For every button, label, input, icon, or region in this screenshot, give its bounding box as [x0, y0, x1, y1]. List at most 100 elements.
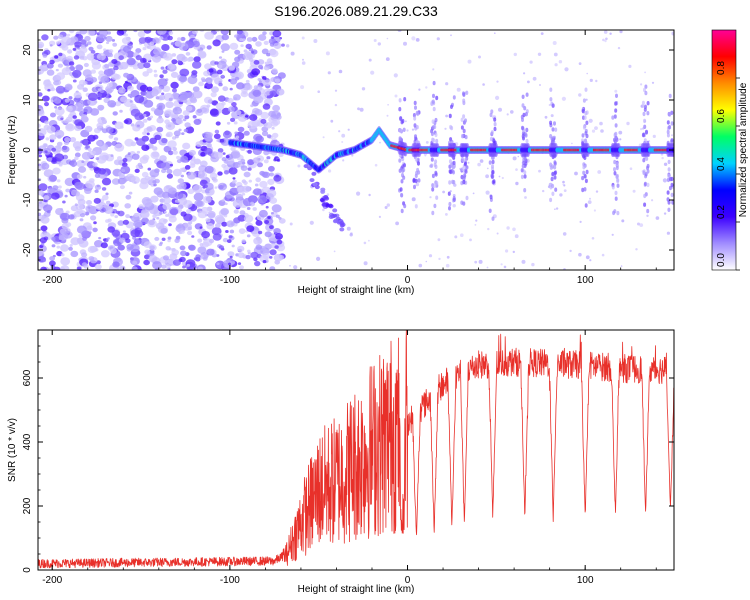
heatmap-noise-cell [216, 139, 220, 142]
heatmap-noise-cell [138, 204, 145, 210]
heatmap-noise-cell [61, 120, 65, 124]
heatmap-null-spread [521, 164, 525, 169]
heatmap-null-spread [522, 112, 526, 118]
heatmap-noise-cell [181, 132, 185, 136]
heatmap-noise-cell [56, 72, 66, 80]
heatmap-noise-cell [232, 177, 236, 180]
heatmap-noise-cell [245, 50, 250, 55]
heatmap-noise-cell [178, 110, 182, 114]
heatmap-noise-cell [119, 185, 125, 190]
heatmap-null-spread [523, 106, 527, 111]
heatmap-null-spread [613, 171, 617, 176]
heatmap-null-spread [415, 125, 419, 130]
heatmap-noise-cell [505, 249, 509, 253]
heatmap-noise-cell [212, 233, 222, 241]
heatmap-noise-cell [289, 222, 293, 226]
heatmap-noise-cell [209, 190, 213, 194]
heatmap-noise-cell [171, 59, 178, 65]
heatmap-noise-cell [157, 78, 168, 87]
heatmap-noise-cell [425, 141, 429, 144]
heatmap-noise-cell [142, 154, 150, 161]
heatmap-noise-cell [126, 57, 136, 66]
heatmap-noise-cell [267, 216, 271, 219]
heatmap-null-spread [613, 114, 617, 119]
heatmap-noise-cell [591, 237, 595, 240]
heatmap-noise-cell [79, 212, 86, 218]
heatmap-noise-cell [65, 123, 75, 132]
heatmap-noise-cell [232, 199, 243, 208]
heatmap-noise-cell [454, 235, 458, 239]
heatmap-null-spread [614, 101, 618, 106]
heatmap-noise-cell [147, 219, 157, 228]
heatmap-noise-cell [192, 184, 203, 194]
heatmap-noise-cell [51, 147, 57, 152]
heatmap-noise-cell [639, 223, 644, 228]
heatmap-null-spread [642, 158, 646, 163]
heatmap-noise-cell [94, 240, 103, 248]
heatmap-noise-cell [273, 228, 281, 235]
heatmap-noise-cell [182, 265, 186, 269]
heatmap-noise-cell [161, 237, 166, 241]
heatmap-noise-cell [517, 155, 520, 158]
heatmap-noise-cell [328, 211, 331, 214]
heatmap-noise-cell [221, 34, 229, 41]
heatmap-noise-cell [233, 217, 241, 224]
heatmap-null-spread [521, 134, 525, 139]
heatmap-noise-cell [179, 91, 190, 101]
heatmap-noise-cell [168, 223, 172, 227]
heatmap-noise-cell [495, 95, 500, 100]
heatmap-noise-cell [239, 38, 244, 42]
heatmap-noise-cell [74, 203, 78, 206]
heatmap-noise-cell [330, 119, 334, 123]
heatmap-noise-cell [97, 93, 103, 98]
heatmap-noise-cell [559, 193, 563, 197]
heatmap-noise-cell [159, 211, 163, 215]
heatmap-noise-cell [162, 69, 168, 74]
heatmap-noise-cell [251, 36, 258, 42]
heatmap-noise-cell [116, 30, 125, 36]
heatmap-noise-cell [220, 208, 229, 216]
heatmap-noise-cell [139, 84, 148, 92]
heatmap-noise-cell [197, 238, 203, 243]
heatmap-noise-cell [187, 58, 192, 62]
heatmap-noise-cell [172, 168, 182, 177]
heatmap-noise-cell [217, 171, 223, 176]
heatmap-noise-cell [250, 104, 254, 108]
heatmap-noise-cell [233, 97, 238, 101]
heatmap-noise-cell [222, 86, 229, 92]
heatmap-noise-cell [156, 117, 164, 124]
heatmap-noise-cell [554, 63, 558, 67]
heatmap-noise-cell [47, 187, 55, 194]
heatmap-noise-cell [144, 36, 153, 44]
heatmap-noise-cell [257, 162, 263, 168]
heatmap-noise-cell [168, 215, 177, 223]
heatmap-noise-cell [129, 100, 133, 103]
heatmap-noise-cell [238, 228, 246, 235]
heatmap-noise-cell [231, 180, 236, 184]
heatmap-noise-cell [45, 137, 50, 141]
heatmap-noise-cell [438, 257, 441, 261]
heatmap-noise-cell [394, 94, 398, 98]
heatmap-null-spread [413, 184, 416, 190]
heatmap-noise-cell [114, 101, 122, 107]
heatmap-noise-cell [124, 33, 128, 37]
heatmap-noise-cell [512, 156, 517, 161]
heatmap-noise-cell [165, 133, 171, 138]
heatmap-noise-cell [313, 39, 318, 43]
heatmap-noise-cell [216, 262, 220, 266]
heatmap-noise-cell [200, 77, 206, 81]
heatmap-noise-cell [202, 256, 208, 261]
heatmap-noise-cell [233, 121, 238, 125]
heatmap-null-spread [521, 125, 524, 131]
heatmap-noise-cell [155, 96, 160, 100]
spectrogram-x-axis: -200 -100 0 100 [42, 30, 657, 286]
heatmap-null-spread [398, 136, 402, 141]
heatmap-null-spread [549, 197, 553, 203]
heatmap-noise-cell [68, 106, 72, 109]
heatmap-noise-cell [237, 252, 245, 259]
heatmap-noise-cell [105, 85, 114, 93]
heatmap-noise-cell [487, 167, 489, 170]
heatmap-noise-cell [179, 167, 185, 172]
heatmap-noise-cell [346, 226, 351, 231]
heatmap-noise-cell [110, 154, 114, 157]
